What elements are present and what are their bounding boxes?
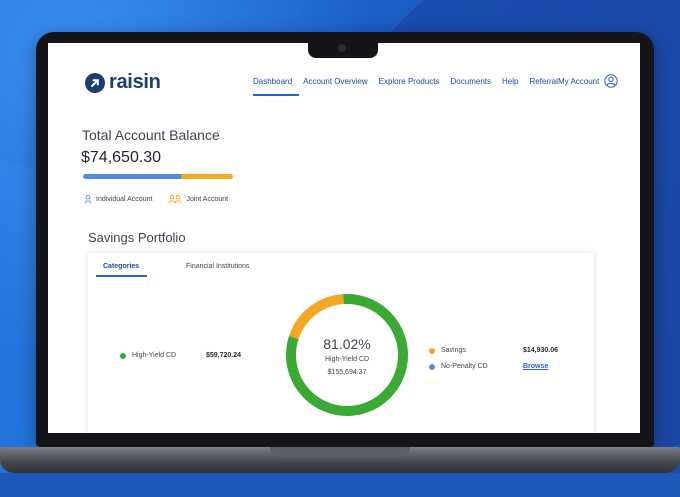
balance-value: $74,650.30 bbox=[81, 149, 162, 166]
green-dot-icon bbox=[120, 352, 126, 359]
legend-high-yield-cd: High-Yield CD bbox=[120, 352, 176, 359]
legend-savings: Savings bbox=[429, 347, 466, 354]
legend-savings-label: Savings bbox=[441, 347, 466, 354]
user-avatar-icon[interactable] bbox=[604, 74, 618, 88]
tab-categories[interactable]: Categories bbox=[103, 263, 140, 270]
legend-high-yield-cd-label: High-Yield CD bbox=[132, 352, 177, 359]
balance-bar bbox=[83, 174, 233, 179]
blue-dot-icon bbox=[429, 363, 435, 370]
nav-help[interactable]: Help bbox=[502, 77, 519, 86]
nav-dashboard[interactable]: Dashboard bbox=[253, 77, 293, 86]
legend-joint-label: Joint Account bbox=[186, 196, 229, 203]
donut-label: High-Yield CD bbox=[324, 356, 370, 363]
portfolio-tabs: Categories Financial Institutions bbox=[88, 253, 594, 281]
tab-active-indicator bbox=[96, 275, 147, 277]
laptop-base-groove bbox=[270, 447, 410, 457]
background-bottom bbox=[0, 473, 680, 497]
portfolio-title: Savings Portfolio bbox=[88, 230, 186, 245]
laptop-base bbox=[0, 447, 680, 473]
main-nav: Dashboard Account Overview Explore Produ… bbox=[253, 77, 569, 86]
donut-amount: $155,694.37 bbox=[327, 369, 367, 376]
my-account-link[interactable]: My Account bbox=[558, 77, 600, 86]
legend-joint: Joint Account bbox=[168, 195, 228, 204]
orange-dot-icon bbox=[429, 347, 435, 354]
person-icon bbox=[84, 195, 92, 204]
logo-wordmark: raisin bbox=[109, 71, 161, 93]
top-header: raisin Dashboard Account Overview Explor… bbox=[48, 43, 640, 109]
balance-bar-individual bbox=[83, 174, 181, 179]
tab-financial-institutions[interactable]: Financial Institutions bbox=[186, 263, 250, 270]
legend-individual: Individual Account bbox=[84, 195, 152, 204]
nav-explore-products[interactable]: Explore Products bbox=[378, 77, 440, 86]
nav-account-overview[interactable]: Account Overview bbox=[303, 77, 368, 86]
balance-title: Total Account Balance bbox=[82, 127, 220, 143]
browse-link[interactable]: Browse bbox=[523, 363, 549, 370]
logo-arrow-icon bbox=[85, 72, 105, 93]
high-yield-cd-amount: $59,720.24 bbox=[206, 352, 242, 359]
legend-no-penalty-cd: No-Penalty CD bbox=[429, 363, 488, 370]
legend-individual-label: Individual Account bbox=[96, 196, 153, 203]
portfolio-card: Categories Financial Institutions High-Y… bbox=[88, 253, 594, 433]
legend-no-penalty-cd-label: No-Penalty CD bbox=[441, 363, 488, 370]
donut-segment-savings bbox=[286, 294, 408, 416]
account-legend: Individual Account Joint Account bbox=[84, 195, 244, 204]
laptop-notch bbox=[308, 40, 378, 58]
people-icon bbox=[168, 195, 182, 204]
savings-amount: $14,930.06 bbox=[523, 347, 559, 354]
balance-bar-joint bbox=[180, 174, 233, 179]
donut-percent: 81.02% bbox=[323, 336, 371, 352]
nav-active-indicator bbox=[253, 94, 299, 96]
raisin-logo[interactable]: raisin bbox=[85, 71, 161, 94]
portfolio-donut-chart bbox=[286, 294, 408, 416]
nav-referral[interactable]: Referral bbox=[529, 77, 558, 86]
nav-documents[interactable]: Documents bbox=[450, 77, 491, 86]
app-screen: raisin Dashboard Account Overview Explor… bbox=[48, 43, 640, 433]
camera-icon bbox=[338, 44, 346, 52]
